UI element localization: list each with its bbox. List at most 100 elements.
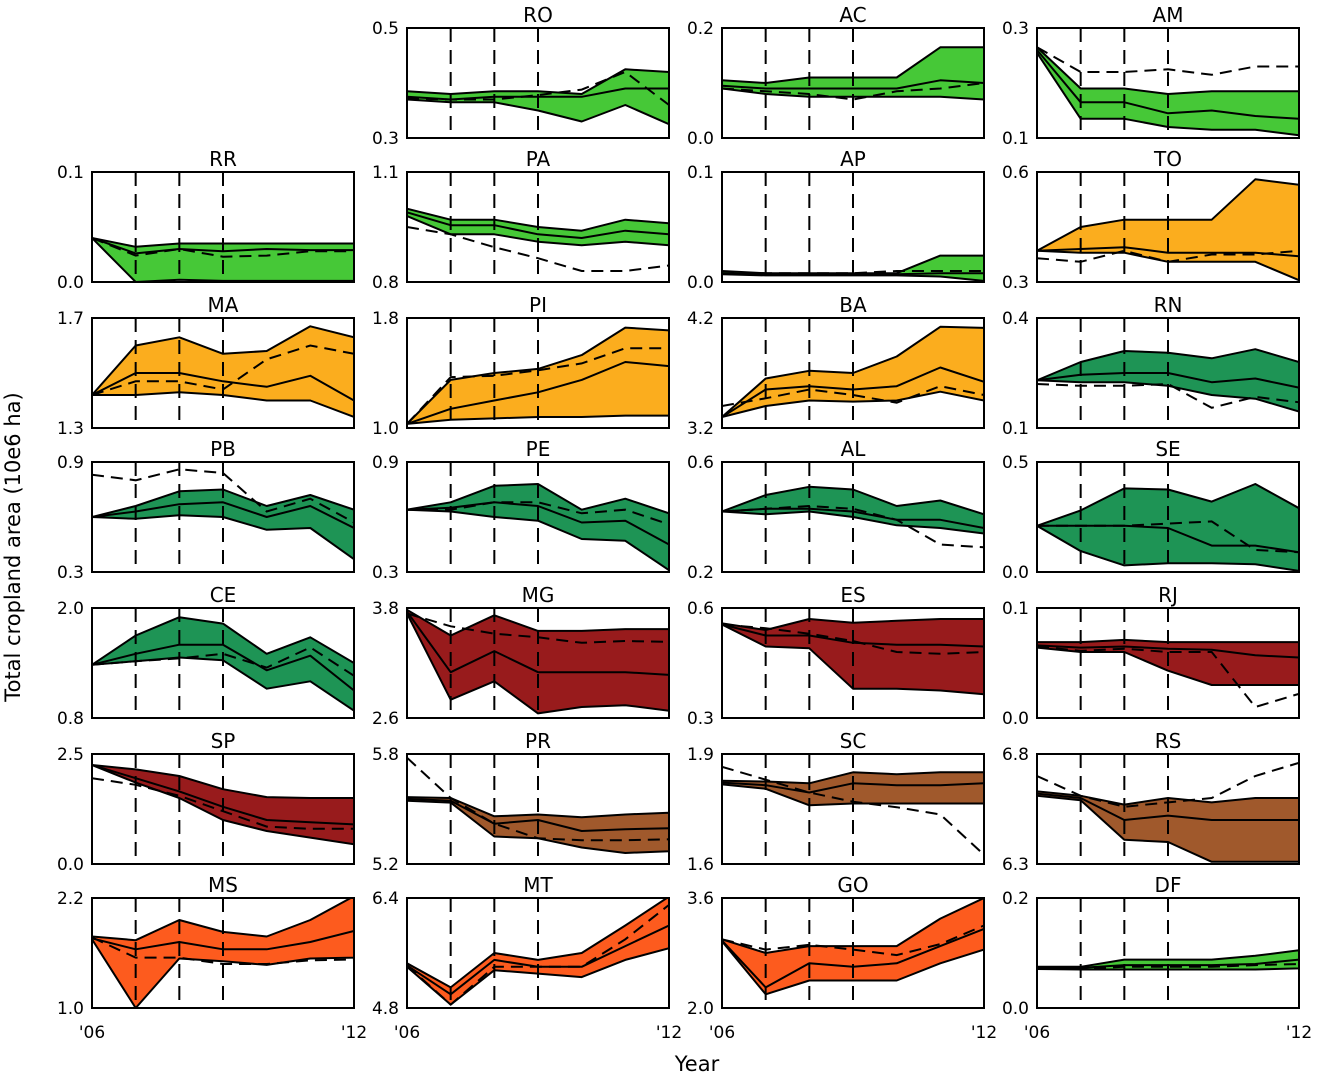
y-tick-label-min: 0.3 — [1002, 273, 1029, 293]
panel-title: SP — [211, 729, 236, 753]
y-tick-label-max: 0.5 — [1002, 453, 1029, 473]
panel-frame — [406, 897, 670, 1009]
x-tick-label-end: '12 — [656, 1023, 682, 1043]
y-tick-label-max: 6.8 — [1002, 745, 1029, 765]
y-tick-label-max: 0.9 — [57, 453, 84, 473]
panel-frame — [1036, 753, 1300, 865]
observed-line — [1037, 46, 1299, 76]
panel-title: RJ — [1158, 583, 1178, 607]
y-tick-label-min: 3.2 — [687, 419, 714, 439]
y-tick-label-max: 0.6 — [687, 599, 714, 619]
mean-line — [407, 797, 669, 832]
panel-ce: CE 2.0 0.8 — [57, 583, 355, 729]
panel-frame — [91, 753, 355, 865]
mean-line — [407, 211, 669, 239]
observed-line — [722, 623, 984, 655]
panel-rs: RS 6.8 6.3 — [1002, 729, 1300, 875]
observed-line — [407, 501, 669, 526]
plot-area — [92, 608, 354, 718]
observed-line — [1037, 761, 1299, 808]
plot-area — [407, 28, 669, 138]
panel-frame — [406, 317, 670, 429]
y-tick-label-max: 0.9 — [372, 453, 399, 473]
panel-title: PE — [526, 437, 551, 461]
y-tick-label-min: 2.6 — [372, 709, 399, 729]
panel-frame — [1036, 171, 1300, 283]
y-tick-label-max: 0.6 — [1002, 163, 1029, 183]
y-tick-label-min: 0.8 — [57, 709, 84, 729]
panel-title: AP — [840, 147, 866, 171]
y-tick-label-max: 0.6 — [687, 453, 714, 473]
panel-title: GO — [837, 873, 868, 897]
panel-title: MS — [208, 873, 238, 897]
mean-line — [92, 764, 354, 826]
plot-area — [722, 608, 984, 718]
panel-frame — [1036, 607, 1300, 719]
plot-area — [722, 318, 984, 428]
y-tick-label-max: 0.1 — [57, 163, 84, 183]
panel-frame — [1036, 461, 1300, 573]
y-tick-label-min: 0.3 — [687, 709, 714, 729]
mean-line — [722, 272, 984, 276]
plot-area — [92, 318, 354, 428]
y-tick-label-min: 5.2 — [372, 855, 399, 875]
y-tick-label-min: 0.3 — [372, 129, 399, 149]
plot-area — [1037, 754, 1299, 864]
plot-area — [407, 318, 669, 428]
x-axis-label: Year — [674, 1052, 720, 1075]
y-tick-label-min: 1.0 — [372, 419, 399, 439]
panel-frame — [406, 171, 670, 283]
y-tick-label-min: 0.0 — [57, 273, 84, 293]
plot-area — [407, 898, 669, 1008]
y-tick-label-max: 3.8 — [372, 599, 399, 619]
observed-line — [1037, 963, 1299, 970]
y-tick-label-max: 3.6 — [687, 889, 714, 909]
observed-line — [722, 924, 984, 957]
panel-title: CE — [210, 583, 237, 607]
observed-line — [92, 468, 354, 524]
observed-line — [407, 904, 669, 1006]
y-tick-label-min: 0.0 — [687, 129, 714, 149]
panel-pe: PE 0.9 0.3 — [372, 437, 670, 583]
panel-am: AM 0.3 0.1 — [1002, 3, 1300, 149]
panel-frame — [91, 171, 355, 283]
y-tick-label-min: 0.0 — [1002, 999, 1029, 1019]
plot-area — [407, 172, 669, 282]
x-tick-label-start: '06 — [394, 1023, 420, 1043]
panel-title: BA — [839, 293, 867, 317]
y-tick-label-max: 0.5 — [372, 19, 399, 39]
observed-line — [407, 612, 669, 644]
mean-line — [92, 501, 354, 529]
panel-frame — [406, 607, 670, 719]
panel-frame — [721, 171, 985, 283]
panel-mt: MT 6.4 4.8 '06 '12 — [372, 873, 682, 1043]
x-tick-label-end: '12 — [341, 1023, 367, 1043]
panel-frame — [1036, 317, 1300, 429]
plot-area — [722, 754, 984, 864]
y-tick-label-min: 0.0 — [687, 273, 714, 293]
observed-line — [1037, 520, 1299, 554]
panel-frame — [406, 753, 670, 865]
plot-area — [722, 462, 984, 572]
y-tick-label-min: 0.0 — [1002, 709, 1029, 729]
panel-pa: PA 1.1 0.8 — [372, 147, 670, 293]
panel-mg: MG 3.8 2.6 — [372, 583, 670, 729]
panel-sc: SC 1.9 1.6 — [687, 729, 985, 875]
panel-es: ES 0.6 0.3 — [687, 583, 985, 729]
panel-ma: MA 1.7 1.3 — [57, 293, 355, 439]
y-tick-label-max: 0.4 — [1002, 309, 1029, 329]
y-tick-label-max: 1.7 — [57, 309, 84, 329]
mean-line — [92, 237, 354, 255]
observed-line — [1037, 249, 1299, 263]
observed-line — [722, 82, 984, 101]
panel-rr: RR 0.1 0.0 — [57, 147, 355, 293]
panel-se: SE 0.5 0.0 — [1002, 437, 1300, 583]
y-tick-label-max: 4.2 — [687, 309, 714, 329]
mean-line — [1037, 644, 1299, 659]
y-tick-label-min: 0.0 — [57, 855, 84, 875]
plot-area — [92, 172, 354, 282]
plot-area — [92, 462, 354, 572]
panel-frame — [406, 461, 670, 573]
panel-title: PB — [210, 437, 236, 461]
